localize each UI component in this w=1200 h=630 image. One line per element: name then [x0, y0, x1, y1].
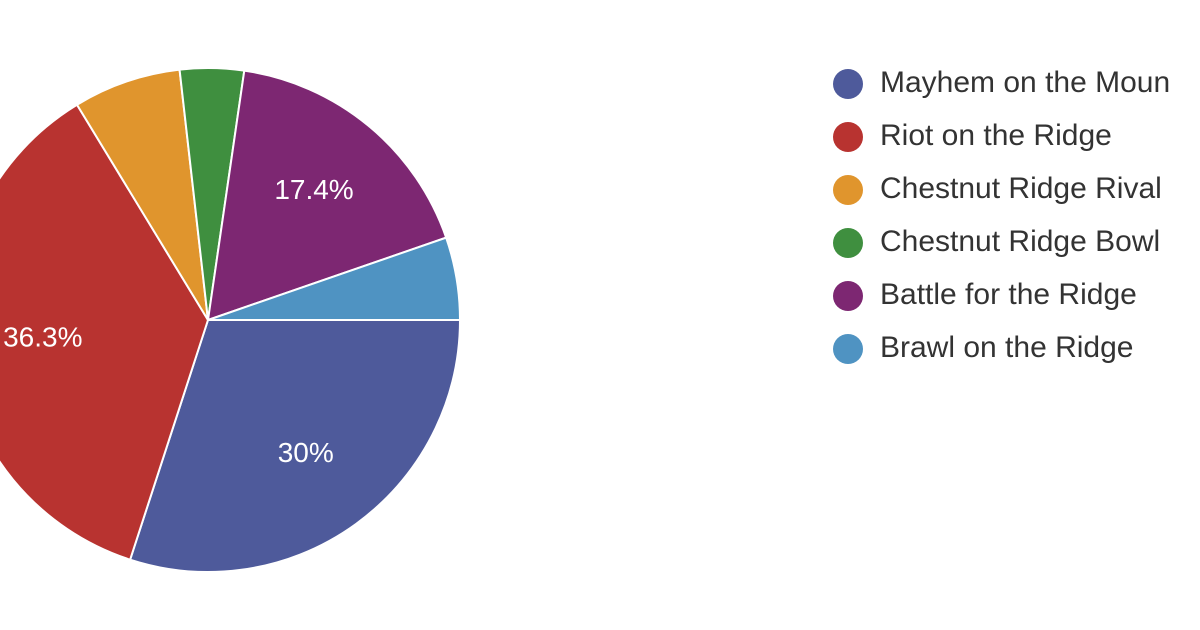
- legend-label: Battle for the Ridge: [880, 278, 1137, 311]
- pie-slice: [0, 103, 210, 561]
- legend-swatch: [833, 122, 863, 152]
- legend-swatch: [833, 228, 863, 258]
- slice-label: 36.3%: [3, 322, 82, 353]
- pie-slice: [128, 319, 462, 573]
- legend-swatch: [833, 334, 863, 364]
- slice-label: 30%: [278, 437, 334, 468]
- legend-swatch: [833, 69, 863, 99]
- pie-slice: [75, 68, 209, 321]
- slice-label: 17.4%: [274, 174, 353, 205]
- legend-label: Riot on the Ridge: [880, 119, 1112, 152]
- pie-slice: [207, 236, 462, 321]
- legend-swatch: [833, 175, 863, 205]
- legend-label: Chestnut Ridge Rival: [880, 172, 1162, 205]
- legend-label: Chestnut Ridge Bowl: [880, 225, 1160, 258]
- legend-swatch: [833, 281, 863, 311]
- legend-label: Mayhem on the Moun: [880, 66, 1170, 99]
- legend-label: Brawl on the Ridge: [880, 331, 1133, 364]
